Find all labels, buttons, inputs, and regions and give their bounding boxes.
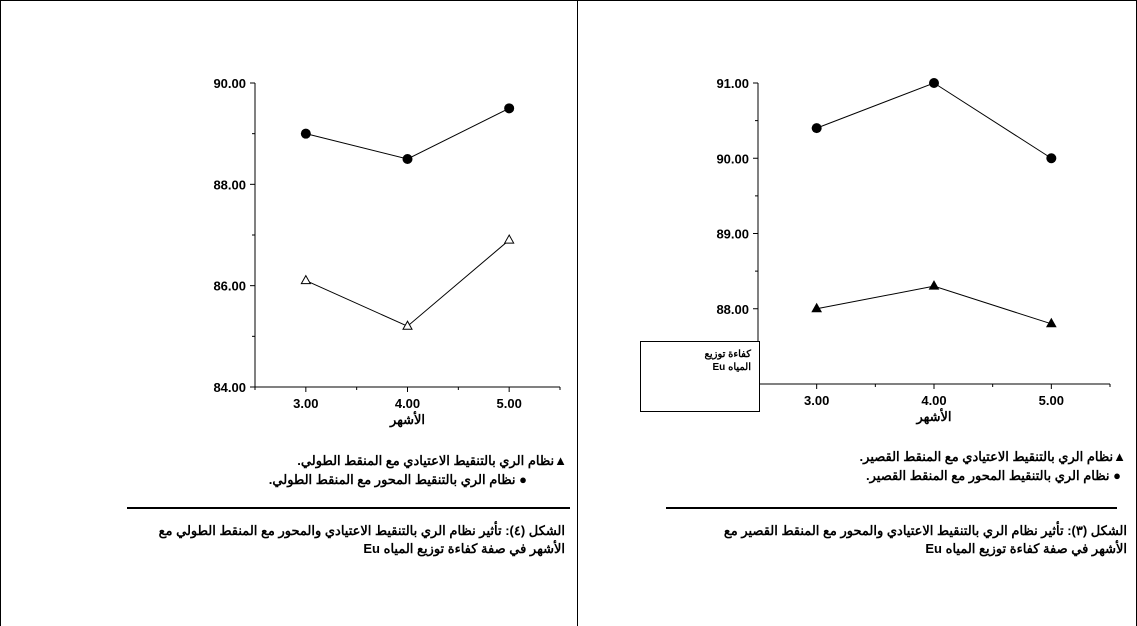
caption-line-2: الأشهر في صفة كفاءة توزيع المياه Eu [363,541,565,556]
y-axis-label: كفاءة توزيع المياه Eu [704,349,751,373]
x-tick-label: 5.00 [1039,393,1064,408]
x-tick-label: 4.00 [395,396,420,411]
figure-3-separator [666,507,1117,509]
y-tick-label: 91.00 [716,76,749,91]
data-point-circle [929,78,939,88]
legend-item-triangle: ▲نظام الري بالتنقيط الاعتيادي مع المنقط … [859,449,1126,464]
data-point-triangle [811,302,823,313]
figure-4-separator [127,507,570,509]
frame-top [0,0,1137,1]
data-point-triangle [503,234,515,244]
figure-3-legend: ▲نظام الري بالتنقيط الاعتيادي مع المنقط … [860,447,1126,485]
caption-line-2: الأشهر في صفة كفاءة توزيع المياه Eu [925,541,1127,556]
data-point-triangle [300,274,312,285]
data-point-circle [811,123,822,134]
y-tick-label: 86.00 [213,279,246,294]
figure-4-legend: ▲نظام الري بالتنقيط الاعتيادي مع المنقط … [269,451,567,489]
frame-left [0,0,1,626]
figure-4-panel: 84.00 86.00 88.00 90.00 3.00 4.00 5.00 الأشهر ▲… [5,76,570,558]
y-tick-label: 90.00 [213,76,246,91]
y-tick-label: 88.00 [213,177,246,192]
data-point-circle [300,128,311,139]
figure-3-panel: 87.0088.0089.0090.0091.003.004.005.00الأ… [578,0,1136,626]
data-point-triangle [402,320,413,330]
y-tick-label: 89.00 [716,227,749,242]
x-tick-label: 5.00 [497,396,522,411]
x-tick-label: 4.00 [921,393,946,408]
series-line-triangle [816,285,1052,325]
legend-item-circle: ● نظام الري بالتنقيط المحور مع المنقط ال… [268,472,527,487]
legend-item-circle: ● نظام الري بالتنقيط المحور مع المنقط ال… [866,468,1121,483]
figure-3-caption: الشكل (٣): تأثير نظام الري بالتنقيط الاع… [582,522,1127,558]
legend-item-triangle: ▲نظام الري بالتنقيط الاعتيادي مع المنقط … [297,453,567,468]
caption-line-1: الشكل (٣): تأثير نظام الري بالتنقيط الاع… [723,523,1127,538]
y-axis-label-box: كفاءة توزيع المياه Eu [640,341,760,412]
x-tick-label: 3.00 [804,393,829,408]
series-line-circle [816,82,1052,159]
y-tick-label: 88.00 [716,302,749,317]
caption-line-1: الشكل (٤): تأثير نظام الري بالتنقيط الاع… [158,523,565,538]
frame-divider [577,0,578,626]
x-tick-label: 3.00 [293,396,318,411]
y-tick-label: 84.00 [213,380,246,395]
series-line-triangle [305,239,510,327]
data-point-triangle [928,280,940,290]
x-axis-label: الأشهر [915,408,951,425]
figure-4-caption: الشكل (٤): تأثير نظام الري بالتنقيط الاع… [5,522,565,558]
data-point-circle [504,103,515,114]
data-point-circle [402,154,413,164]
y-tick-label: 90.00 [716,151,749,166]
x-axis-label: الأشهر [389,411,425,428]
data-point-triangle [1045,317,1057,328]
figure-4-chart: 84.00 86.00 88.00 90.00 3.00 4.00 5.00 الأشهر [213,76,561,428]
series-line-circle [305,107,510,160]
data-point-circle [1046,153,1057,164]
